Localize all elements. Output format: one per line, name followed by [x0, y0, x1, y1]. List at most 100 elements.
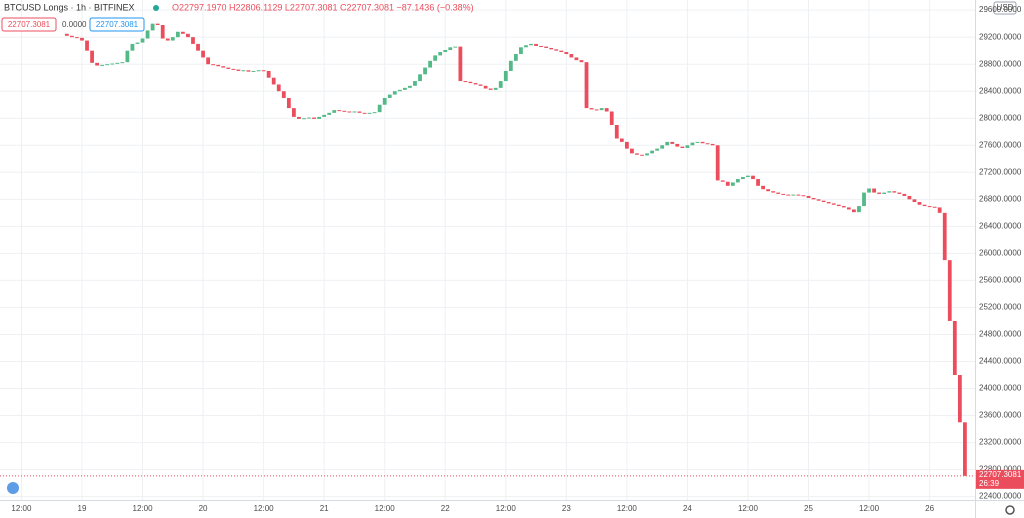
candle [821, 200, 826, 203]
candle [337, 110, 342, 112]
candle [297, 116, 301, 119]
status-dot [153, 5, 159, 11]
y-tick-label: 23200.0000 [979, 438, 1022, 447]
candle [705, 143, 710, 145]
last-price-label: 22707.3081 [979, 470, 1022, 479]
candle [508, 60, 513, 71]
candle [609, 111, 614, 125]
grid [0, 0, 975, 500]
candle [488, 88, 493, 90]
candle [730, 182, 735, 186]
candle [216, 64, 221, 67]
y-tick-label: 28800.0000 [979, 59, 1022, 68]
y-tick-label: 26000.0000 [979, 248, 1022, 257]
candle [902, 193, 907, 196]
candle [549, 47, 554, 50]
candle [846, 207, 851, 210]
candle [756, 179, 760, 186]
candle [735, 179, 740, 183]
candle [574, 57, 579, 61]
candle [150, 23, 155, 31]
settings-icon[interactable] [1005, 505, 1015, 515]
candle [786, 194, 791, 196]
candle [231, 68, 236, 70]
candle [746, 175, 750, 178]
cloud-icon[interactable] [7, 482, 19, 494]
candle [241, 70, 246, 72]
candle [312, 117, 316, 119]
candle [554, 49, 559, 51]
y-tick-label: 25600.0000 [979, 276, 1022, 285]
candle [957, 375, 962, 423]
candle [811, 197, 816, 200]
candle [781, 193, 786, 195]
candle [433, 55, 438, 61]
candle [140, 38, 145, 43]
candle [604, 108, 609, 112]
x-tick-label: 12:00 [617, 504, 638, 513]
x-tick-label: 21 [320, 504, 329, 513]
candle [534, 43, 538, 46]
candle [806, 195, 811, 198]
candle [317, 116, 322, 119]
currency-box[interactable] [993, 1, 1017, 15]
y-tick-label: 29600.0000 [979, 5, 1022, 14]
candle [619, 138, 624, 142]
candle [130, 43, 135, 51]
candle [352, 111, 357, 113]
candle [291, 108, 296, 117]
candle [660, 145, 665, 149]
candle [635, 153, 639, 155]
candle [867, 188, 871, 193]
y-tick-label: 24400.0000 [979, 357, 1022, 366]
candle [675, 143, 680, 147]
candle [175, 31, 180, 38]
candle [347, 111, 352, 113]
candle [448, 47, 453, 50]
candle [937, 207, 942, 213]
ohlc-text: O22797.1970 H22806.1129 L22707.3081 C227… [172, 2, 474, 12]
y-tick-label: 26800.0000 [979, 194, 1022, 203]
candle [519, 47, 523, 55]
candle [418, 74, 422, 82]
candle [741, 177, 745, 180]
candle [710, 143, 715, 146]
x-tick-label: 12:00 [859, 504, 880, 513]
y-tick-label: 28400.0000 [979, 86, 1022, 95]
x-tick-label: 12:00 [375, 504, 396, 513]
candle [877, 192, 882, 194]
candle [180, 31, 185, 34]
candle [85, 40, 89, 51]
x-tick-label: 20 [199, 504, 208, 513]
candle [70, 35, 74, 38]
y-tick-label: 29200.0000 [979, 32, 1022, 41]
candle [720, 180, 725, 182]
candle [836, 204, 841, 207]
candle [226, 67, 231, 69]
candle [473, 83, 478, 85]
countdown: 26:39 [979, 479, 1000, 488]
x-tick-label: 12:00 [254, 504, 275, 513]
indicator-value: 22707.3081 [8, 20, 51, 29]
candle [947, 260, 952, 321]
candle [458, 46, 463, 82]
candle [95, 62, 100, 66]
candle [423, 67, 427, 75]
icon [7, 482, 19, 494]
candle [498, 81, 503, 88]
candle [725, 181, 730, 186]
x-tick-label: 12:00 [133, 504, 154, 513]
candle [382, 97, 387, 105]
candle [594, 109, 599, 111]
candle [90, 50, 94, 63]
candle [408, 85, 412, 88]
candle [251, 70, 256, 72]
candle [64, 33, 69, 36]
candle [922, 204, 927, 207]
candle [165, 38, 170, 41]
candle [256, 70, 261, 72]
candle [564, 52, 569, 55]
y-tick-label: 25200.0000 [979, 303, 1022, 312]
